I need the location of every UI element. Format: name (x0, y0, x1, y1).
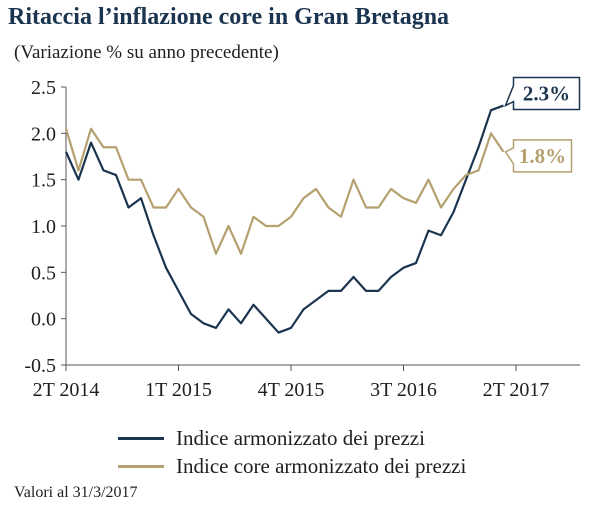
y-tick-label: 2.5 (31, 77, 56, 99)
legend-item-headline: Indice armonizzato dei prezzi (118, 424, 466, 452)
footnote: Valori al 31/3/2017 (14, 484, 138, 501)
y-tick-label: 0.0 (31, 309, 56, 331)
legend-item-core: Indice core armonizzato dei prezzi (118, 452, 466, 480)
headline-series-line (64, 104, 504, 334)
legend-label-core: Indice core armonizzato dei prezzi (176, 453, 467, 478)
core-end-callout (504, 139, 573, 173)
x-tick-label: 1T 2015 (145, 379, 212, 401)
y-tick-label: 1.5 (31, 170, 56, 192)
core-series-line (64, 127, 505, 255)
headline-end-label: 2.3% (523, 82, 570, 106)
x-tick-label: 2T 2017 (483, 379, 550, 401)
x-tick-label: 2T 2014 (33, 379, 100, 401)
legend: Indice armonizzato dei prezzi Indice cor… (118, 424, 466, 480)
y-tick-label: 1.0 (31, 216, 56, 238)
headline-end-callout (504, 76, 581, 111)
y-tick-label: -0.5 (24, 355, 56, 377)
chart-title: Ritaccia l’inflazione core in Gran Breta… (8, 4, 450, 30)
y-tick-label: 2.0 (31, 123, 56, 145)
x-tick-label: 4T 2015 (258, 379, 325, 401)
legend-swatch-core (118, 464, 164, 468)
core-end-label: 1.8% (519, 144, 566, 168)
y-tick-label: 0.5 (31, 262, 56, 284)
x-tick-label: 3T 2016 (370, 379, 437, 401)
legend-swatch-headline (118, 436, 164, 440)
chart-subtitle: (Variazione % su anno precedente) (14, 42, 279, 63)
legend-label-headline: Indice armonizzato dei prezzi (176, 425, 425, 450)
